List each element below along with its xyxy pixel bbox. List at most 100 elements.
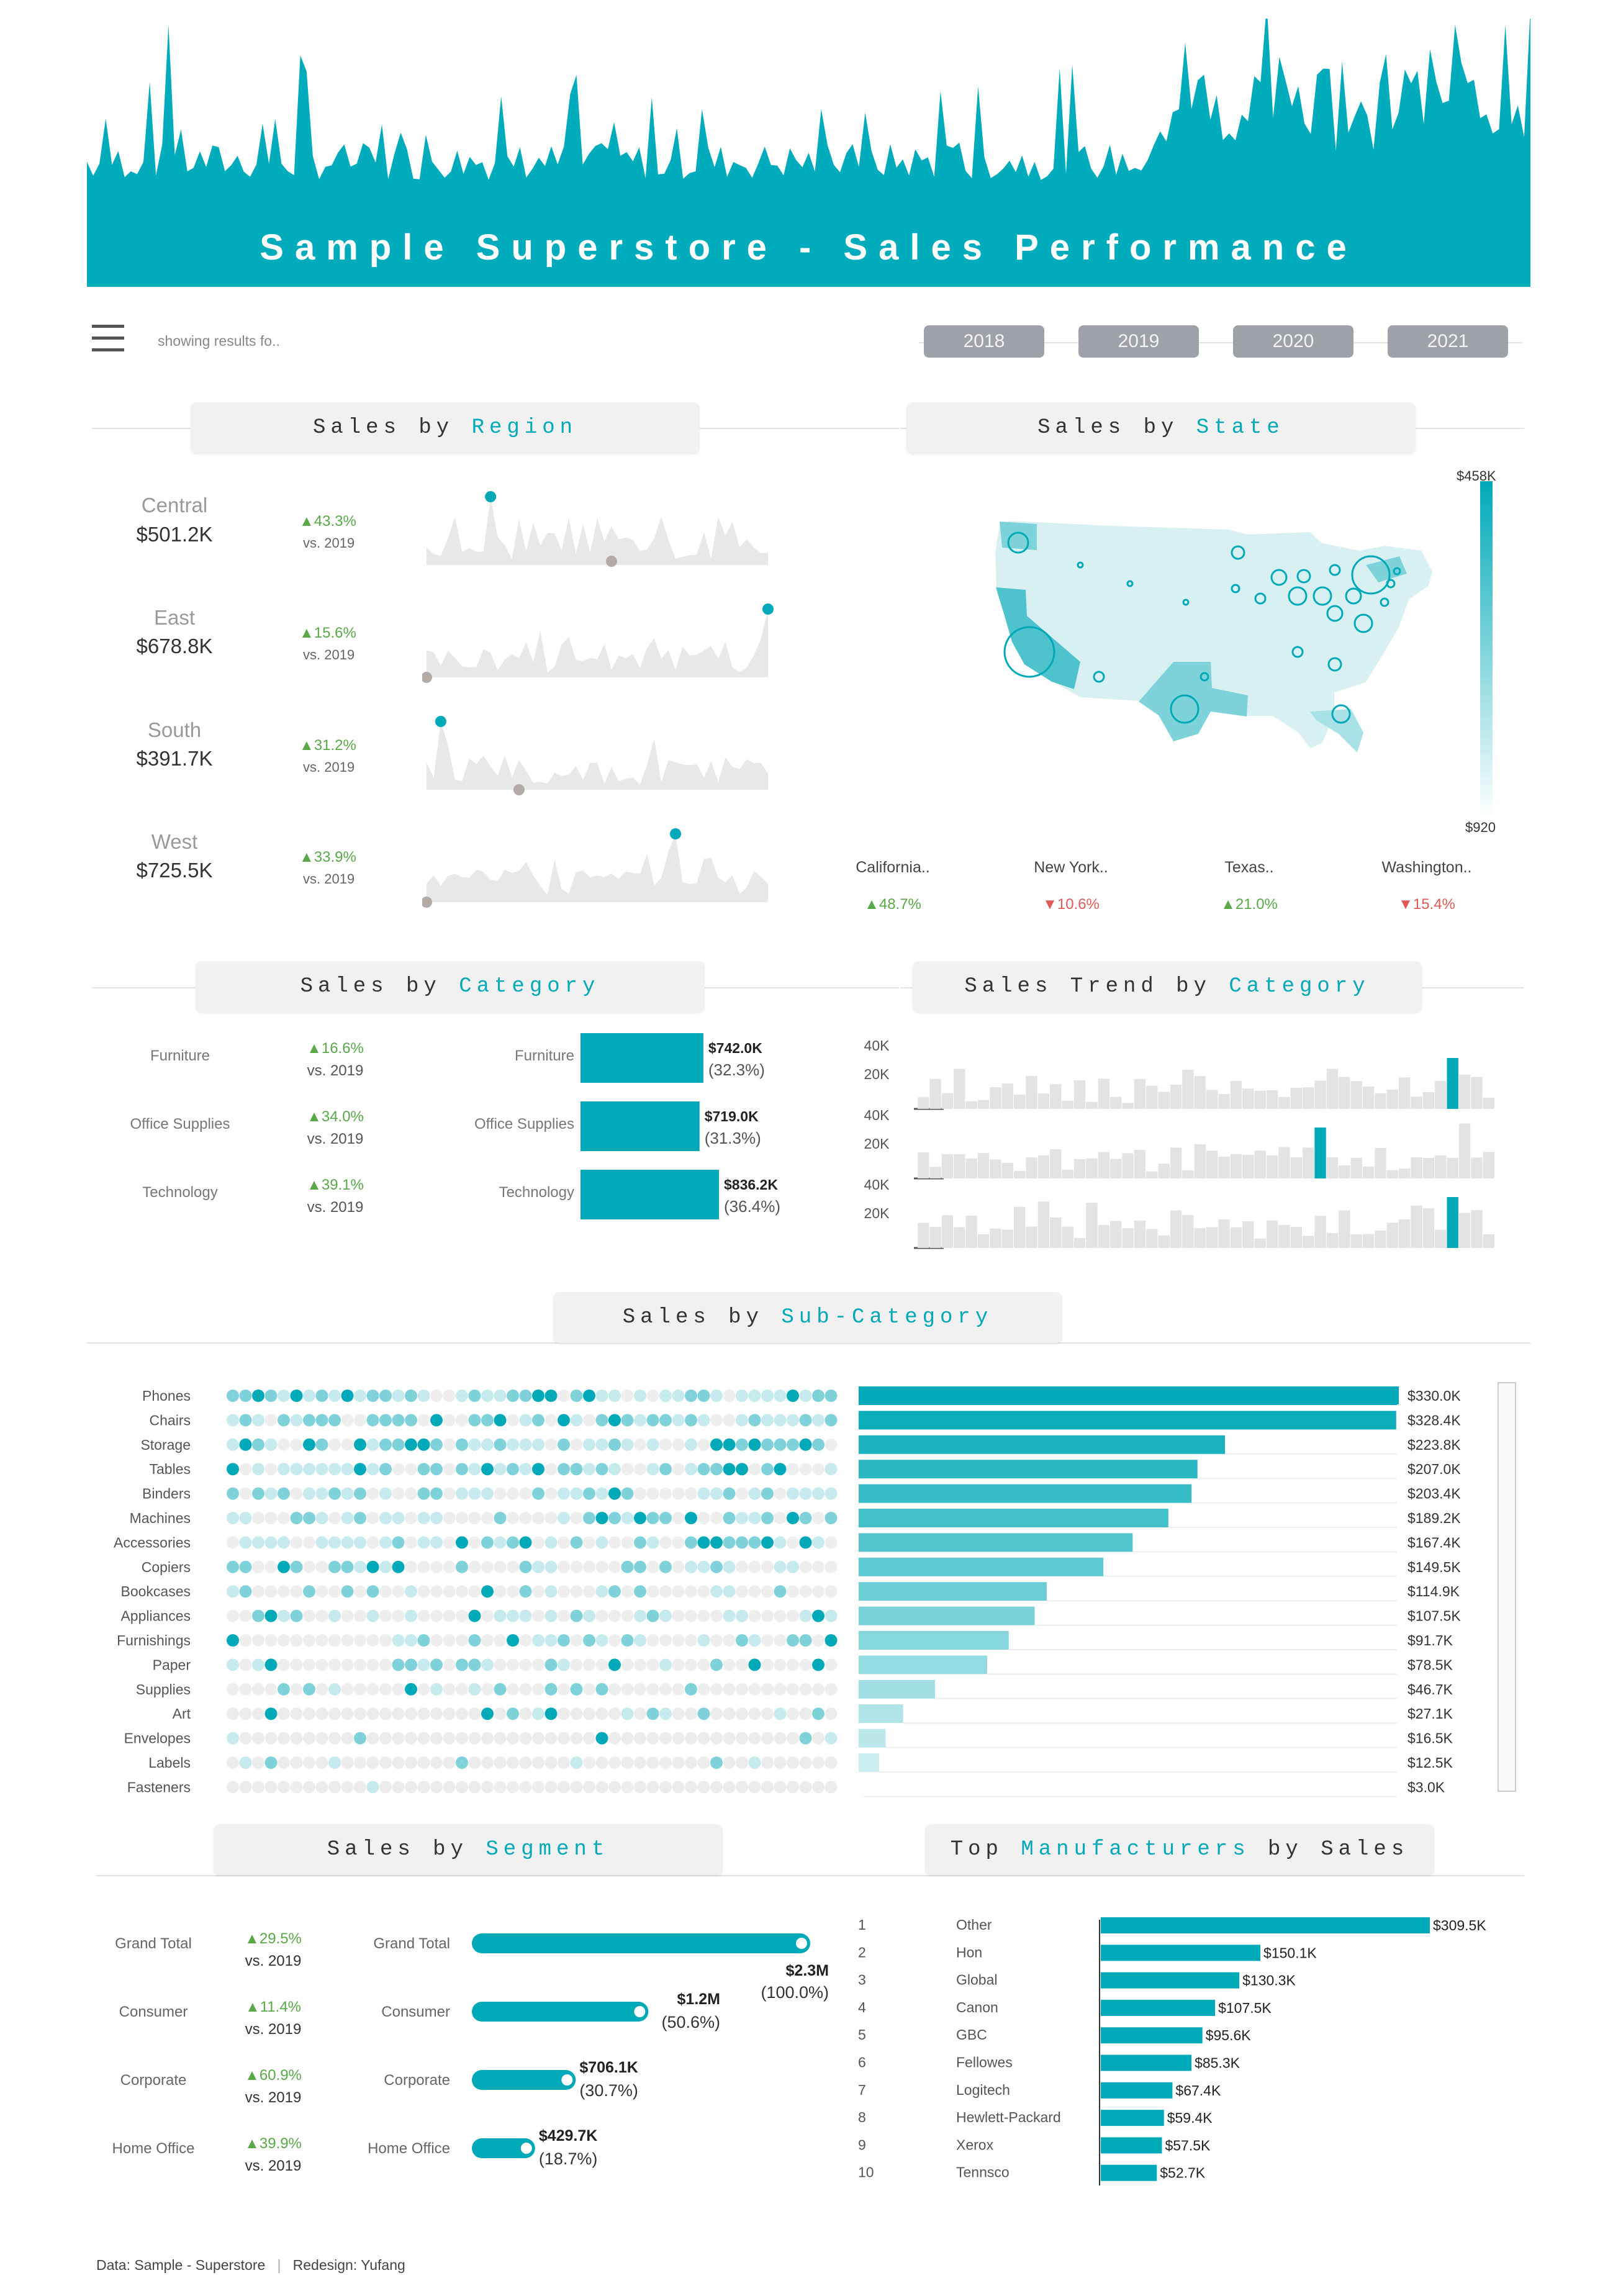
subcategory-dot (710, 1390, 723, 1402)
subcategory-dot (328, 1414, 341, 1427)
trend-bar (1339, 1210, 1350, 1248)
subcategory-scrollbar[interactable] (1498, 1382, 1516, 1792)
subcategory-dot (532, 1609, 544, 1622)
subcategory-dot (621, 1658, 634, 1671)
subcategory-dot (443, 1707, 456, 1720)
trend-bar (1158, 1235, 1170, 1248)
subcategory-dot (278, 1487, 290, 1500)
subcategory-dot (761, 1585, 774, 1598)
region-sparkline-area (427, 834, 768, 902)
manufacturer-bar (1101, 2164, 1157, 2181)
category-share-label: (31.3%) (705, 1129, 761, 1147)
segment-value-label: $706.1K (579, 2059, 638, 2076)
segment-value-label: $2.3M (786, 1962, 829, 1979)
subcategory-dot (392, 1512, 405, 1524)
subcategory-dot (774, 1487, 787, 1500)
year-button-2020[interactable]: 2020 (1233, 325, 1353, 358)
subcategory-dot (825, 1414, 838, 1427)
segment-bar-label: Grand Total (373, 1935, 450, 1952)
subcategory-dot (328, 1560, 341, 1573)
subcategory-dot (278, 1390, 290, 1402)
subcategory-dot (303, 1732, 315, 1745)
subcategory-dot (290, 1634, 303, 1647)
subcategory-dot (634, 1512, 646, 1524)
subcategory-dot (379, 1487, 392, 1500)
trend-bar (1194, 1228, 1206, 1248)
subcategory-dot (481, 1732, 494, 1745)
subcategory-dot (736, 1487, 748, 1500)
subcategory-dot (608, 1707, 621, 1720)
year-button-2018[interactable]: 2018 (924, 325, 1044, 358)
subcategory-dot (532, 1732, 544, 1745)
subcategory-value-label: $114.9K (1407, 1583, 1460, 1599)
subcategory-dot (430, 1463, 443, 1476)
subcategory-dot (468, 1781, 481, 1794)
subcategory-dot (379, 1414, 392, 1427)
manufacturer-bar (1101, 2054, 1192, 2071)
subcategory-dot (799, 1390, 812, 1402)
subcategory-dot (405, 1756, 417, 1769)
subcategory-dot (290, 1781, 303, 1794)
subcategory-dot (252, 1609, 264, 1622)
manufacturer-bar (1101, 1917, 1430, 1933)
subcategory-dot (774, 1756, 787, 1769)
subcategory-dot (659, 1634, 672, 1647)
subcategory-dot (583, 1438, 595, 1451)
subcategory-dot (583, 1609, 595, 1622)
subcategory-dot (494, 1536, 507, 1549)
subcategory-dot (239, 1487, 252, 1500)
subcategory-dot (366, 1732, 379, 1745)
subcategory-dot (672, 1438, 685, 1451)
subcategory-dot (544, 1463, 558, 1476)
subcategory-dot (570, 1463, 583, 1476)
subcategory-dot (315, 1512, 328, 1524)
subcategory-dot (787, 1585, 799, 1598)
subcategory-dot (812, 1658, 825, 1671)
subcategory-dot (481, 1609, 494, 1622)
subcategory-dot (366, 1707, 379, 1720)
subcategory-dot (532, 1658, 544, 1671)
manufacturer-name: Fellowes (956, 2054, 1013, 2071)
category-bar-label: Technology (499, 1184, 574, 1201)
subcategory-dot (825, 1560, 838, 1573)
trend-bar (990, 1087, 1001, 1109)
subcategory-dot (634, 1438, 646, 1451)
subcategory-dot (799, 1414, 812, 1427)
subcategory-dot (264, 1536, 278, 1549)
subcategory-dot (481, 1634, 494, 1647)
section-header-segment: Sales by Segment (214, 1824, 723, 1875)
region-name: East (153, 606, 196, 629)
subcategory-dot (417, 1683, 430, 1696)
subcategory-dot (430, 1487, 443, 1500)
trend-bar (1182, 1215, 1194, 1248)
subcategory-dot (341, 1683, 354, 1696)
trend-bar (1458, 1213, 1471, 1248)
trend-bar (1230, 1154, 1242, 1178)
trend-bar (1435, 1155, 1447, 1178)
subcategory-dot (468, 1536, 481, 1549)
subcategory-dot (646, 1438, 659, 1451)
subcategory-dot (481, 1756, 494, 1769)
subcategory-dot (405, 1634, 417, 1647)
subcategory-dot (825, 1487, 838, 1500)
year-button-2021[interactable]: 2021 (1388, 325, 1508, 358)
subcategory-label: Art (173, 1706, 191, 1722)
subcategory-dot (736, 1683, 748, 1696)
subcategory-dot (723, 1609, 736, 1622)
subcategory-dot (672, 1683, 685, 1696)
subcategory-dot (595, 1634, 608, 1647)
trend-bar (1218, 1219, 1230, 1248)
subcategory-dot (392, 1732, 405, 1745)
trend-bar (1266, 1155, 1278, 1178)
subcategory-dot (341, 1536, 354, 1549)
subcategory-dot (443, 1585, 456, 1598)
year-button-2019[interactable]: 2019 (1078, 325, 1199, 358)
subcategory-dot (519, 1781, 532, 1794)
subcategory-dot (227, 1390, 239, 1402)
subcategory-dot (227, 1609, 239, 1622)
trend-bar (1098, 1152, 1109, 1178)
subcategory-dot (659, 1658, 672, 1671)
subcategory-dot (405, 1707, 417, 1720)
trend-bar (1435, 1229, 1447, 1248)
menu-icon[interactable] (92, 325, 124, 352)
